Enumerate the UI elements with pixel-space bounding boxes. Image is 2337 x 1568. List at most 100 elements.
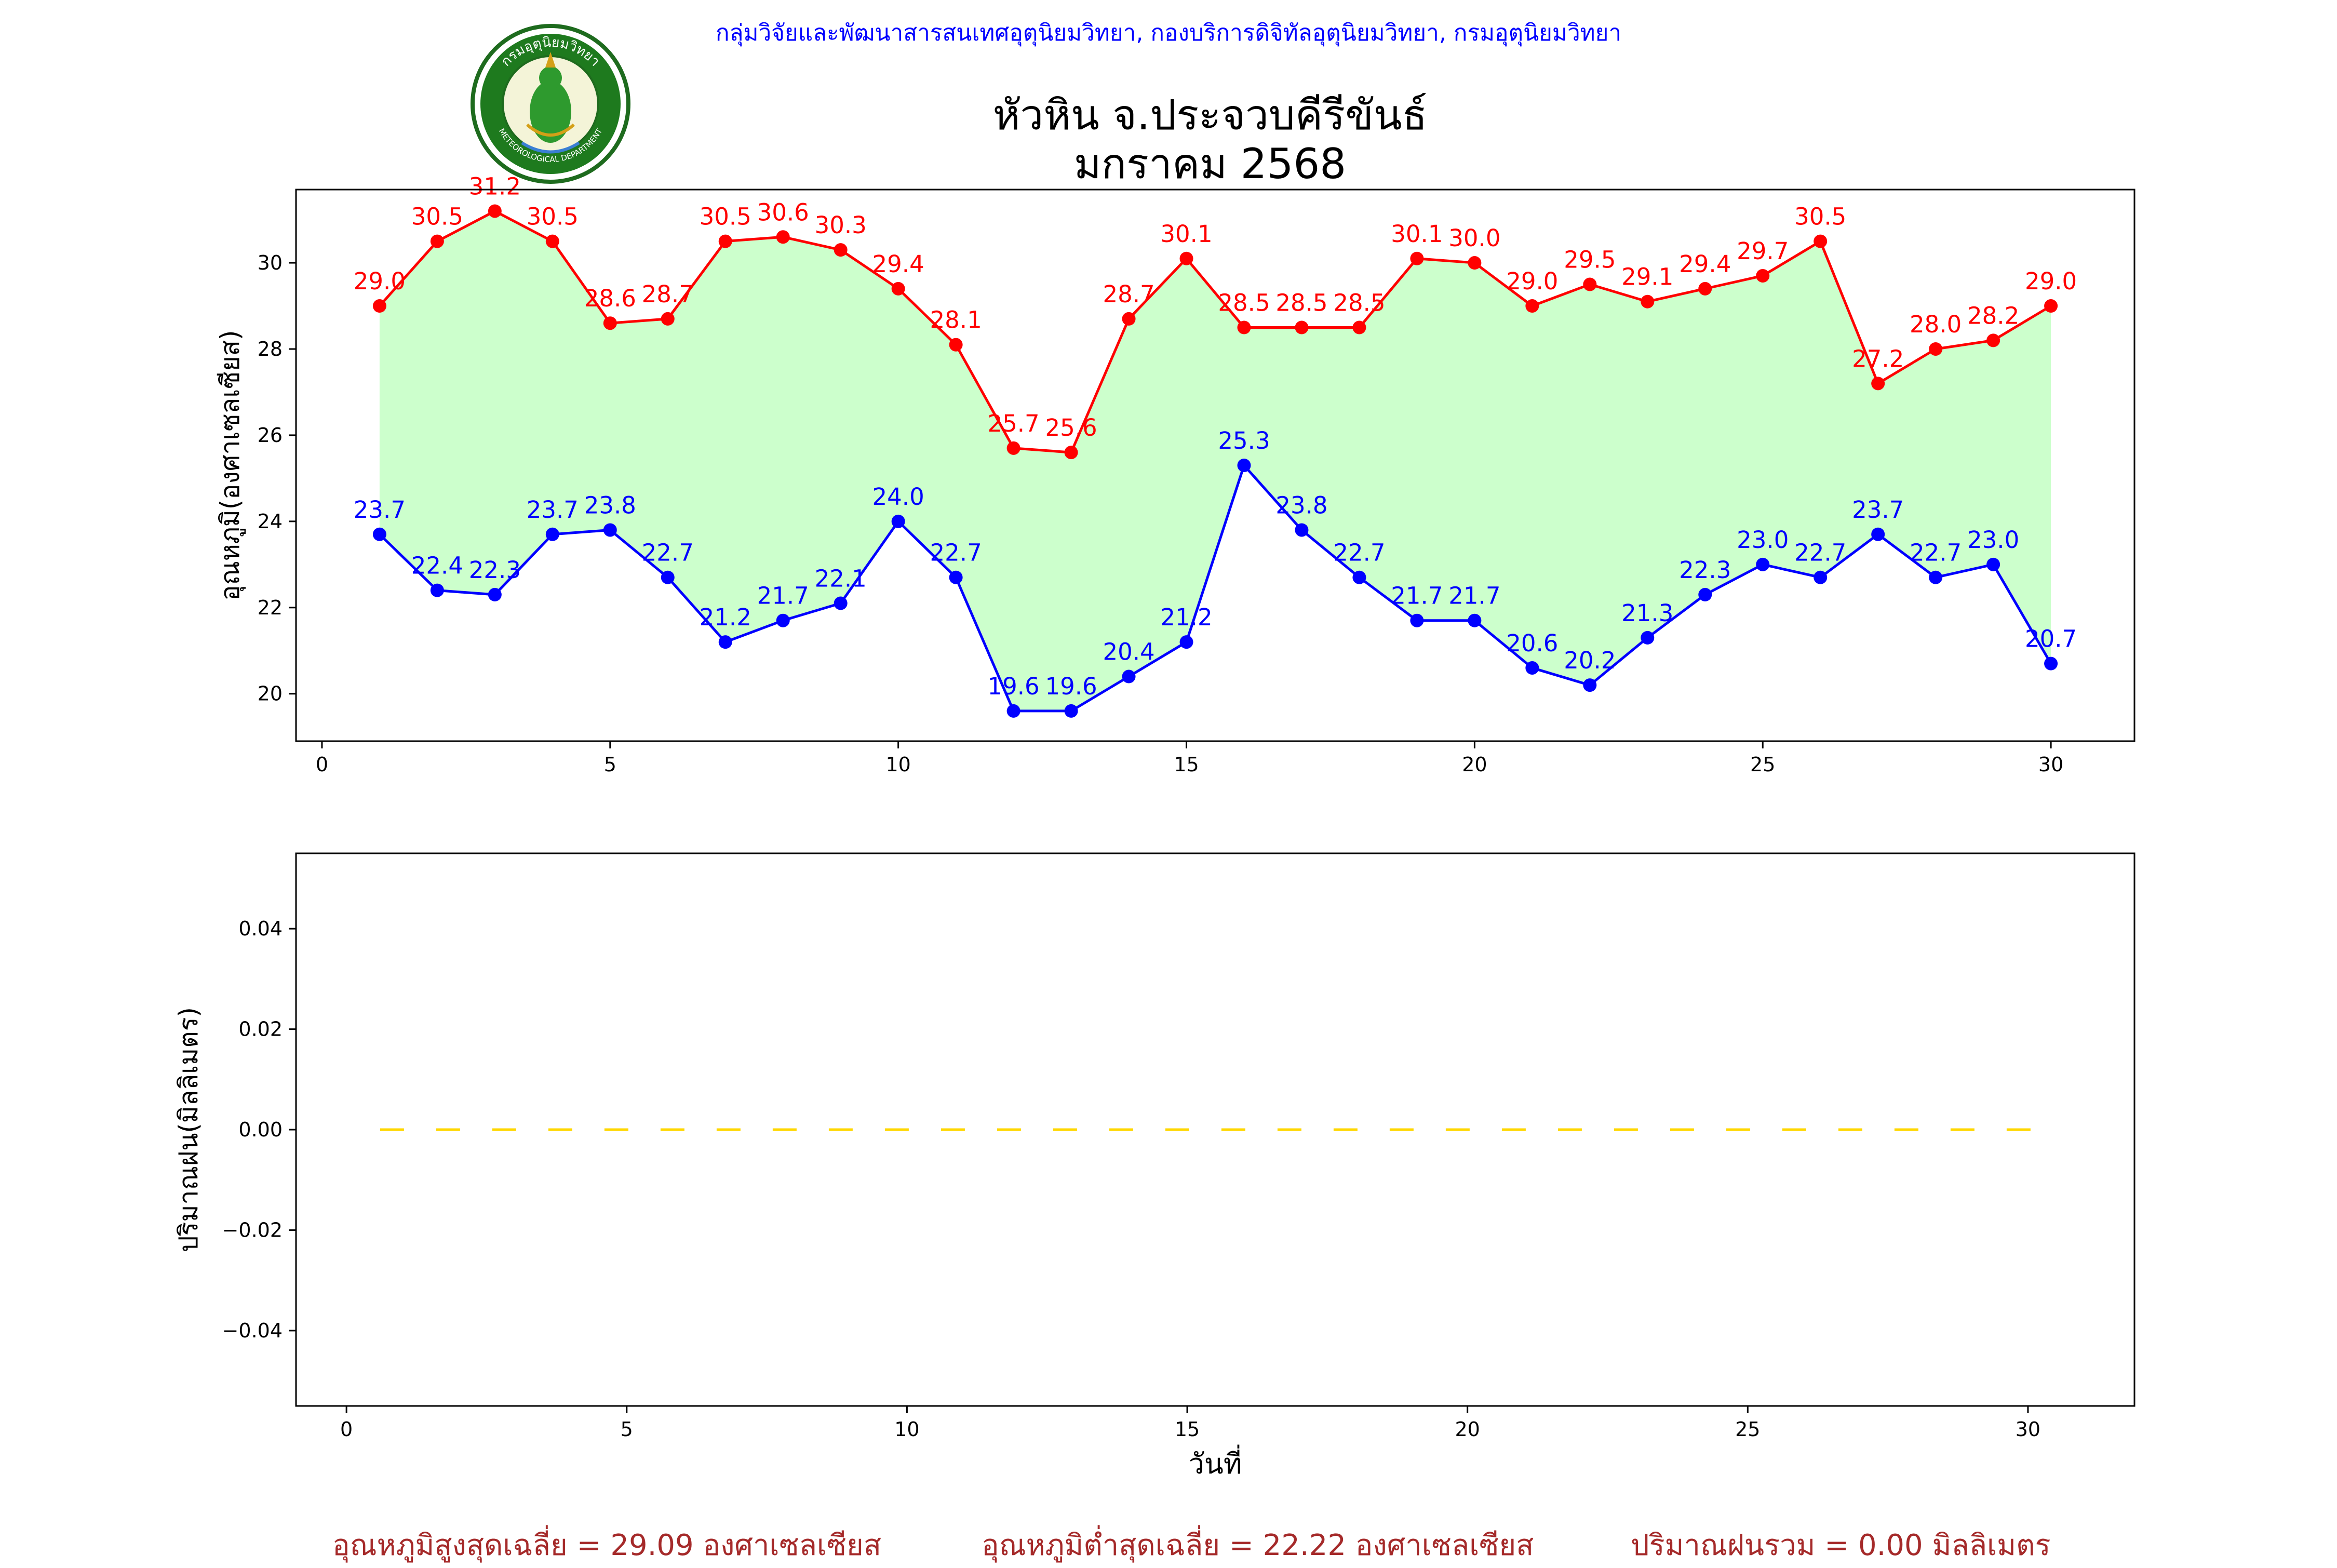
x-tick-label: 0 bbox=[316, 753, 328, 776]
min-temp-point bbox=[949, 570, 963, 584]
max-temp-point bbox=[834, 243, 848, 257]
min-temp-data-label: 23.8 bbox=[584, 491, 636, 519]
y-tick-label: −0.02 bbox=[222, 1218, 283, 1241]
min-temp-data-label: 22.7 bbox=[642, 539, 694, 567]
max-temp-data-label: 31.2 bbox=[469, 172, 521, 200]
min-temp-point bbox=[1295, 523, 1309, 537]
max-temp-point bbox=[1295, 320, 1309, 334]
min-temp-data-label: 20.7 bbox=[2025, 625, 2077, 653]
max-temp-data-label: 29.0 bbox=[354, 267, 406, 295]
max-temp-data-label: 29.4 bbox=[1679, 250, 1731, 278]
min-temp-point bbox=[488, 587, 502, 601]
max-temp-data-label: 30.0 bbox=[1448, 224, 1500, 252]
max-temp-data-label: 29.7 bbox=[1737, 237, 1789, 265]
max-temp-point bbox=[1122, 312, 1136, 326]
max-temp-data-label: 25.7 bbox=[987, 410, 1039, 437]
max-temp-point bbox=[718, 234, 732, 248]
y-tick-label: 0.02 bbox=[238, 1018, 283, 1041]
footer-average-min-temperature: อุณหภูมิต่ำสุดเฉลี่ย = 22.22 องศาเซลเซีย… bbox=[982, 1529, 1534, 1562]
max-temp-point bbox=[949, 338, 963, 352]
min-temp-data-label: 21.2 bbox=[1160, 604, 1212, 631]
x-tick-label: 30 bbox=[2038, 753, 2063, 776]
min-temp-point bbox=[1468, 613, 1482, 627]
y-axis-label: ปริมาณฝน(มิลลิเมตร) bbox=[173, 1007, 204, 1252]
min-temp-point bbox=[2044, 656, 2058, 671]
max-temp-point bbox=[1237, 320, 1251, 334]
x-tick-label: 5 bbox=[621, 1418, 633, 1441]
max-temp-data-label: 30.5 bbox=[411, 203, 463, 231]
min-temp-point bbox=[1525, 661, 1539, 675]
max-temp-point bbox=[603, 316, 617, 330]
y-tick-label: 20 bbox=[258, 682, 283, 705]
max-temp-point bbox=[430, 234, 444, 248]
range-fill-area bbox=[379, 211, 2051, 711]
min-temp-point bbox=[776, 613, 790, 627]
max-temp-data-label: 25.6 bbox=[1045, 414, 1097, 441]
x-tick-label: 5 bbox=[604, 753, 616, 776]
y-tick-label: 30 bbox=[258, 251, 283, 274]
chart-title-station: หัวหิน จ.ประจวบคีรีขันธ์ bbox=[992, 91, 1428, 139]
min-temp-point bbox=[1641, 631, 1655, 645]
x-tick-label: 20 bbox=[1462, 753, 1487, 776]
max-temp-point bbox=[1871, 377, 1885, 391]
footer-average-max-temperature: อุณหภูมิสูงสุดเฉลี่ย = 29.09 องศาเซลเซีย… bbox=[332, 1529, 882, 1562]
y-tick-label: 28 bbox=[258, 338, 283, 360]
max-temp-data-label: 30.6 bbox=[757, 198, 809, 226]
min-temp-data-label: 22.1 bbox=[815, 565, 867, 593]
min-temp-data-label: 20.4 bbox=[1103, 638, 1154, 666]
x-tick-label: 15 bbox=[1174, 753, 1199, 776]
min-temp-point bbox=[1064, 704, 1078, 718]
max-temp-point bbox=[1641, 294, 1655, 309]
x-tick-label: 30 bbox=[2016, 1418, 2040, 1441]
max-temp-data-label: 27.2 bbox=[1852, 345, 1904, 372]
max-temp-data-label: 28.7 bbox=[1103, 280, 1154, 308]
max-temp-data-label: 29.0 bbox=[1506, 267, 1558, 295]
min-temp-data-label: 22.3 bbox=[469, 556, 521, 584]
max-temp-data-label: 30.1 bbox=[1391, 220, 1443, 248]
max-temp-point bbox=[1756, 269, 1770, 283]
y-tick-label: 0.04 bbox=[238, 917, 283, 940]
min-temp-data-label: 21.2 bbox=[700, 604, 751, 631]
max-temp-data-label: 30.3 bbox=[815, 211, 867, 239]
min-temp-data-label: 23.0 bbox=[1737, 526, 1789, 554]
max-temp-data-label: 29.4 bbox=[872, 250, 924, 278]
min-temp-point bbox=[1006, 704, 1020, 718]
max-temp-data-label: 29.1 bbox=[1621, 263, 1673, 291]
max-temp-point bbox=[1179, 251, 1193, 265]
x-tick-label: 25 bbox=[1735, 1418, 1760, 1441]
max-temp-point bbox=[891, 282, 905, 296]
min-temp-point bbox=[1986, 557, 2000, 571]
min-temp-data-label: 22.7 bbox=[1794, 539, 1846, 567]
plot-area-1: 0 5 10 15 20 25 30 20 22 24 26 28 30 อุณหภูมิ(องศาเซล… bbox=[215, 251, 2063, 776]
y-tick-label: 26 bbox=[258, 424, 283, 447]
max-temp-data-label: 29.5 bbox=[1564, 246, 1616, 274]
min-temp-data-label: 21.7 bbox=[1448, 582, 1500, 610]
min-temp-point bbox=[1122, 669, 1136, 684]
min-temp-data-label: 22.7 bbox=[1333, 539, 1385, 567]
min-temp-data-label: 23.7 bbox=[527, 496, 579, 524]
max-temp-point bbox=[488, 204, 502, 218]
max-temp-data-label: 30.5 bbox=[527, 203, 579, 231]
min-temp-line bbox=[379, 463, 2052, 713]
x-tick-label: 20 bbox=[1455, 1418, 1480, 1441]
max-temp-point bbox=[372, 299, 386, 313]
max-temp-point bbox=[1929, 342, 1943, 356]
x-tick-label: 15 bbox=[1175, 1418, 1200, 1441]
min-temp-point bbox=[603, 523, 617, 537]
min-temp-data-label: 19.6 bbox=[987, 673, 1039, 700]
max-temp-data-label: 28.5 bbox=[1333, 289, 1385, 317]
min-temp-data-label: 20.2 bbox=[1564, 647, 1616, 674]
max-temp-data-label: 28.5 bbox=[1275, 289, 1327, 317]
max-temp-point bbox=[1352, 320, 1366, 334]
min-temp-data-label: 20.6 bbox=[1506, 629, 1558, 657]
min-temp-data-label: 21.3 bbox=[1621, 599, 1673, 627]
agency-name: กลุ่มวิจัยและพัฒนาสารสนเทศอุตุนิยมวิทยา,… bbox=[715, 20, 1622, 46]
min-temp-point bbox=[661, 570, 675, 584]
min-temp-point bbox=[1583, 678, 1597, 692]
y-tick-label: −0.04 bbox=[222, 1319, 283, 1342]
x-tick-label: 10 bbox=[885, 753, 910, 776]
min-temp-point bbox=[1352, 570, 1366, 584]
x-tick-label: 25 bbox=[1750, 753, 1775, 776]
min-temp-point bbox=[372, 527, 386, 541]
